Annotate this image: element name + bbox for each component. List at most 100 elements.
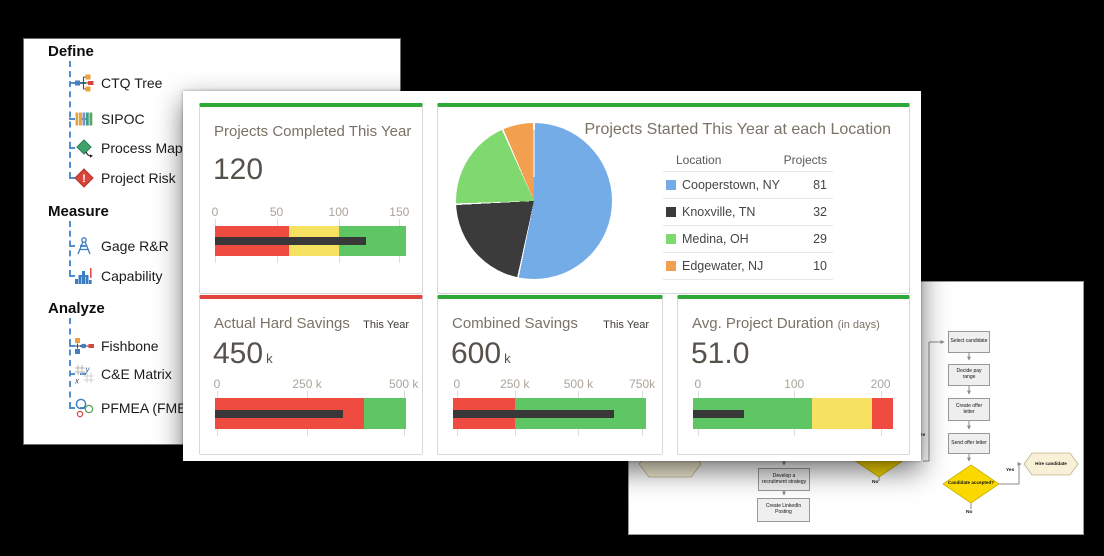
card-title-unit: (in days) (837, 319, 880, 331)
tree-connector (69, 221, 71, 276)
bullet-track (215, 391, 406, 436)
axis-tick-label: 100 (784, 377, 805, 391)
edge-label-yes: Yes (1006, 468, 1015, 473)
axis-tick-label: 50 (269, 205, 284, 219)
axis-tick-label: 150 (389, 205, 410, 219)
card-title: Projects Completed This Year (214, 123, 412, 140)
axis-tick-label: 0 (211, 205, 219, 219)
gage-rr-icon (77, 237, 91, 255)
pie-legend: Location Projects Cooperstown, NY 81 Kno… (663, 149, 833, 280)
legend-value: 81 (813, 178, 827, 192)
flow-step-create-linkedin-posting[interactable]: Create LinkedIn Posting (757, 498, 810, 522)
pie-chart-title: Projects Started This Year at each Locat… (584, 121, 891, 138)
flow-step-select-candidate[interactable]: Select candidate (948, 331, 990, 353)
card-period-label: This Year (363, 319, 409, 331)
project-risk-icon: ! (74, 168, 94, 188)
axis-tick-label: 100 (328, 205, 349, 219)
legend-swatch (666, 234, 676, 244)
legend-col-projects: Projects (783, 153, 827, 167)
flow-step-develop-recruitment-strategy[interactable]: Develop a recruitment strategy (758, 468, 810, 491)
range-band (872, 398, 893, 429)
legend-value: 29 (813, 232, 827, 246)
tree-item-capability[interactable]: Capability (74, 266, 162, 286)
axis-tick-label: 250 k (292, 377, 322, 391)
bullet-axis: 0 250 k 500 k 750k (453, 377, 656, 391)
legend-value: 10 (813, 259, 827, 273)
tree-item-pfmea[interactable]: PFMEA (FMEA) (74, 398, 201, 418)
kpi-value-suffix: k (266, 351, 273, 366)
tree-item-process-map[interactable]: Process Map (74, 138, 183, 158)
terminator-label: Hire candidate (1035, 461, 1067, 466)
kpi-value-suffix: k (504, 351, 511, 366)
tree-connector (69, 275, 86, 277)
tree-item-label: Capability (101, 268, 163, 284)
kpi-value: 600 k (451, 337, 511, 370)
card-title: Actual Hard Savings (214, 315, 350, 332)
sipoc-icon (75, 112, 93, 126)
tree-item-ctq-tree[interactable]: CTQ Tree (74, 73, 162, 93)
tree-section-analyze: Analyze (48, 300, 105, 317)
tree-item-ce-matrix[interactable]: y x C&E Matrix (74, 364, 172, 384)
kpi-dashboard-panel: Projects Completed This Year 120 0 50 100 1… (183, 91, 921, 461)
bullet-chart-hard-savings: 0 250 k 500 k (213, 377, 418, 436)
legend-col-location: Location (676, 153, 722, 167)
bullet-chart-projects-completed: 0 50 100 150 (211, 205, 410, 263)
svg-text:!: ! (82, 173, 86, 185)
tree-section-define: Define (48, 43, 94, 60)
tree-connector (69, 245, 86, 247)
legend-row: Knoxville, TN 32 (663, 198, 833, 225)
range-band (812, 398, 873, 429)
axis-tick-label: 0 (453, 377, 461, 391)
kpi-card-combined-savings: Combined Savings This Year 600 k 0 250 k 50… (437, 295, 663, 455)
value-bar (453, 409, 614, 418)
axis-tick-label: 0 (213, 377, 221, 391)
legend-row: Edgewater, NJ 10 (663, 252, 833, 280)
card-period-label: This Year (603, 319, 649, 331)
axis-tick-label: 200 (870, 377, 891, 391)
fishbone-icon (75, 338, 94, 354)
tree-section-measure: Measure (48, 203, 109, 220)
value-bar (215, 237, 366, 245)
decision-label: Candidate accepted? (947, 480, 995, 485)
decision-diamond-candidate-accepted[interactable] (942, 464, 1000, 504)
capability-icon (75, 268, 92, 284)
tree-item-fishbone[interactable]: Fishbone (74, 336, 159, 356)
legend-label: Medina, OH (682, 232, 749, 246)
tree-item-sipoc[interactable]: SIPOC (74, 109, 145, 129)
tree-item-gage-rr[interactable]: Gage R&R (74, 236, 169, 256)
edge-label-no: No (966, 510, 973, 515)
tree-connector (69, 318, 71, 408)
range-band (363, 398, 406, 429)
legend-label: Cooperstown, NY (682, 178, 780, 192)
kpi-value: 450 k (213, 337, 273, 370)
bullet-axis: 0 100 200 (693, 377, 893, 391)
tree-connector (69, 407, 86, 409)
edge-label-yes: Yes (917, 433, 926, 438)
flow-step-decide-pay-range[interactable]: Decide pay range (948, 364, 990, 386)
flow-step-send-offer-letter[interactable]: Send offer letter (948, 433, 990, 454)
axis-tick-label: 750k (629, 377, 656, 391)
value-bar (693, 409, 745, 418)
bullet-chart-combined-savings: 0 250 k 500 k 750k (453, 377, 656, 436)
legend-label: Knoxville, TN (682, 205, 756, 219)
bullet-track (693, 391, 893, 436)
legend-swatch (666, 261, 676, 271)
kpi-value: 120 (213, 153, 264, 186)
bullet-track (215, 219, 406, 263)
axis-tick-label: 250 k (500, 377, 530, 391)
tree-item-project-risk[interactable]: ! Project Risk (74, 168, 176, 188)
legend-row: Medina, OH 29 (663, 225, 833, 252)
terminator-hexagon-hire[interactable] (1023, 452, 1079, 476)
tree-item-label: Process Map (101, 140, 183, 156)
kpi-card-avg-project-duration: Avg. Project Duration (in days) 51.0 0 10… (677, 295, 910, 455)
legend-header: Location Projects (663, 149, 833, 171)
axis-tick-label: 500 k (563, 377, 594, 391)
axis-tick-label: 500 k (389, 377, 419, 391)
flow-step-create-offer-letter[interactable]: Create offer letter (948, 398, 990, 421)
pie-chart (456, 123, 612, 279)
edge-label-no: No (872, 480, 879, 485)
ce-matrix-icon: y x (74, 365, 94, 384)
legend-value: 32 (813, 205, 827, 219)
tree-item-label: C&E Matrix (101, 366, 172, 382)
